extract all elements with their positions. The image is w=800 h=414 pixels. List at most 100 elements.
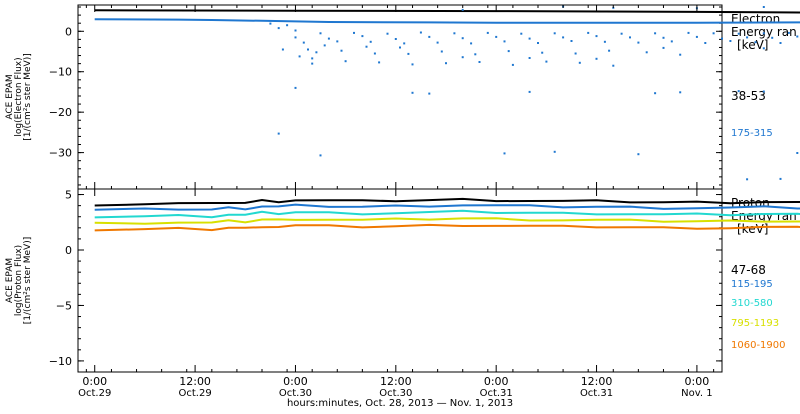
electron-ylabel-line: [1/(cm²s ster MeV)] [23, 53, 33, 140]
electron-series-175-315-point [307, 48, 309, 51]
electron-series-175-315-point [637, 41, 640, 44]
electron-series-175-315-point [311, 57, 314, 60]
electron-series-175-315-point [721, 37, 723, 40]
electron-series-175-315-point [541, 51, 544, 54]
electron-series-175-315-point [762, 90, 765, 93]
electron-series-175-315-point [319, 32, 322, 35]
electron-series-175-315-point [277, 27, 280, 30]
electron-series-175-315-point [737, 90, 740, 93]
electron-series-175-315-point [386, 32, 389, 35]
electron-series-175-315-point [746, 178, 749, 181]
electron-series-175-315-point [712, 32, 715, 35]
proton-ytick-label: −5 [56, 299, 72, 312]
electron-series-175-315-point [595, 57, 598, 60]
electron-series-175-315-point [779, 177, 782, 180]
electron-series-175-315-point [762, 32, 765, 35]
proton-ylabel-line: ACE EPAM [5, 258, 15, 303]
electron-series-175-315-point [528, 37, 531, 40]
electron-series-175-315-line [94, 18, 800, 24]
electron-series-175-315-point [654, 92, 657, 95]
electron-series-175-315-point [294, 36, 297, 39]
electron-series-175-315-point [511, 63, 514, 66]
electron-series-175-315-point [503, 40, 506, 43]
electron-series-175-315-point [520, 32, 523, 35]
electron-series-175-315-point [620, 32, 623, 35]
electron-series-175-315-point [319, 154, 322, 157]
proton-ylabel-line: [1/(cm²s ster MeV)] [23, 237, 33, 324]
x-axis-label: hours:minutes, Oct. 28, 2013 — Nov. 1, 2… [287, 398, 513, 409]
electron-series-175-315-point [662, 36, 665, 39]
electron-series-175-315-point [323, 44, 326, 47]
electron-series-175-315-point [361, 35, 364, 38]
electron-legend-entry: 38-53 [731, 89, 766, 103]
electron-series-175-315-point [796, 35, 799, 38]
xtick-date-label: Nov. 1 [681, 388, 712, 399]
electron-series-175-315-point [419, 31, 422, 34]
electron-series-175-315-point [411, 91, 414, 94]
electron-series-175-315-point [461, 56, 464, 59]
proton-ylabel-line: log(Proton Flux) [14, 245, 24, 316]
electron-series-175-315-point [762, 6, 765, 8]
electron-series-175-315-point [662, 46, 665, 49]
xtick-time-label: 12:00 [179, 375, 211, 388]
electron-series-175-315-point [294, 86, 297, 89]
electron-series-175-315-point [603, 40, 606, 43]
electron-series-175-315-point [470, 42, 473, 45]
electron-series-175-315-point [578, 61, 581, 64]
electron-series-175-315-point [771, 36, 774, 39]
proton-legend-entry: 1060-1900 [731, 340, 786, 351]
electron-series-175-315-point [704, 42, 707, 44]
electron-series-175-315-point [507, 50, 510, 53]
electron-series-175-315-point [545, 60, 548, 63]
electron-series-175-315-point [344, 60, 347, 63]
electron-series-175-315-point [495, 35, 498, 38]
electron-series-175-315-point [608, 49, 611, 52]
proton-legend-title-line: Energy ran [731, 209, 797, 223]
electron-series-175-315-point [436, 41, 439, 44]
electron-series-175-315-point [562, 36, 565, 39]
electron-series-175-315-point [587, 31, 590, 34]
electron-ylabel-line: log(Electron Flux) [14, 57, 24, 136]
electron-ylabel-line: ACE EPAM [5, 74, 15, 119]
electron-series-175-315-point [553, 150, 556, 153]
electron-series-175-315-point [277, 132, 280, 135]
electron-series-175-315-point [353, 31, 355, 34]
xtick-time-label: 12:00 [380, 375, 412, 388]
electron-series-175-315-point [574, 52, 577, 55]
electron-series-175-315-point [478, 61, 481, 63]
electron-ytick-label: −10 [49, 66, 72, 79]
electron-series-175-315-point [440, 50, 443, 53]
xtick-date-label: Oct.29 [178, 388, 211, 399]
proton-ytick-label: 0 [65, 244, 72, 257]
electron-series-175-315-point [796, 152, 799, 154]
electron-series-175-315-point [411, 63, 414, 66]
electron-series-175-315-point [486, 31, 489, 34]
proton-ytick-label: −10 [49, 355, 72, 368]
electron-series-175-315-point [754, 41, 757, 44]
electron-series-175-315-point [340, 49, 343, 52]
electron-series-175-315-point [629, 36, 631, 39]
electron-series-175-315-point [298, 55, 301, 58]
electron-series-175-315-point [327, 37, 330, 40]
xtick-date-label: Oct.29 [78, 388, 111, 399]
electron-series-175-315-point [746, 36, 749, 39]
electron-legend-entry: 175-315 [731, 128, 773, 139]
electron-series-175-315-point [779, 42, 782, 44]
electron-series-175-315-point [687, 31, 690, 34]
electron-series-175-315-point [528, 57, 531, 59]
electron-series-175-315-point [729, 40, 732, 42]
electron-series-175-315-point [445, 62, 447, 65]
xtick-time-label: 0:00 [484, 375, 509, 388]
electron-legend-title-line: [keV] [737, 38, 768, 52]
electron-series-175-315-point [365, 45, 368, 48]
electron-legend-title-line: Electron [731, 12, 780, 26]
proton-series-795-1193-line [94, 217, 800, 225]
electron-series-175-315-point [537, 42, 539, 44]
electron-series-175-315-point [762, 47, 765, 50]
electron-series-175-315-point [294, 29, 297, 32]
xtick-time-label: 12:00 [581, 375, 613, 388]
xtick-time-label: 0:00 [685, 375, 710, 388]
electron-series-175-315-point [281, 48, 284, 51]
electron-series-175-315-point [553, 32, 556, 35]
